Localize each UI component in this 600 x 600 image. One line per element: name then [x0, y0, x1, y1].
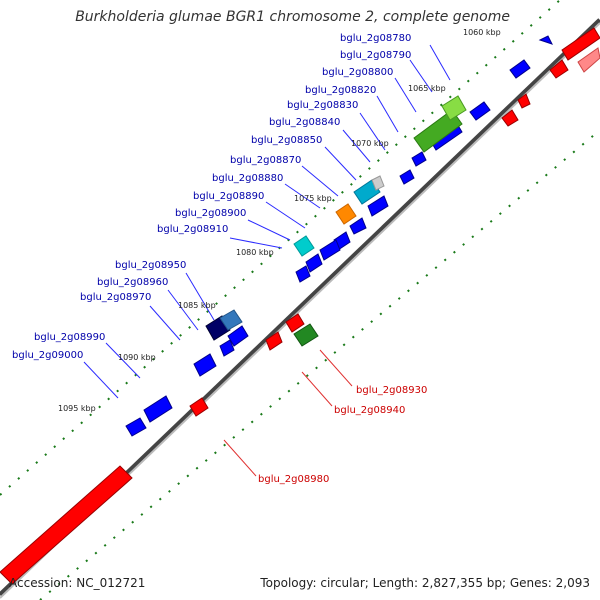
- gene-arrow: [265, 331, 283, 351]
- gene-label: bglu_2g08850: [251, 135, 322, 146]
- gene-arrow: [561, 27, 600, 61]
- gene-label: bglu_2g08930: [356, 385, 427, 396]
- tick-label: 1070 kbp: [351, 139, 389, 148]
- inner-guide-track: [39, 129, 600, 600]
- gene-arrow: [399, 169, 415, 185]
- gene-label: bglu_2g08800: [322, 67, 393, 78]
- gene-label: bglu_2g08990: [34, 332, 105, 343]
- forward-genes: [125, 35, 553, 437]
- gene-arrow: [219, 339, 235, 357]
- gene-label: bglu_2g09000: [12, 350, 83, 361]
- gene-arrow: [143, 395, 173, 423]
- gene-arrow: [411, 151, 427, 167]
- gene-arrow: [319, 239, 341, 261]
- gene-arrow: [285, 313, 305, 333]
- gene-label: bglu_2g08960: [97, 277, 168, 288]
- gene-arrow: [193, 353, 217, 377]
- gene-lightgreen: [441, 95, 467, 121]
- gene-arrow: [469, 101, 491, 121]
- gene-label: bglu_2g08840: [269, 117, 340, 128]
- gene-arrow: [509, 59, 531, 79]
- gene-gray: [371, 175, 385, 191]
- gene-arrow: [549, 59, 569, 79]
- gene-arrow: [295, 265, 311, 283]
- reverse-genes: [0, 27, 600, 585]
- gene-arrow: [367, 195, 389, 217]
- gene-orange: [335, 203, 357, 225]
- gene-label: bglu_2g08940: [334, 405, 405, 416]
- gene-arrow: [501, 109, 519, 127]
- forward-gene-labels: bglu_2g08780 bglu_2g08790 bglu_2g08800 b…: [12, 33, 411, 361]
- gene-label: bglu_2g08880: [212, 173, 283, 184]
- gene-label: bglu_2g08820: [305, 85, 376, 96]
- reverse-leader-lines: [223, 349, 353, 477]
- tick-label: 1080 kbp: [236, 248, 274, 257]
- tick-labels: 1060 kbp 1065 kbp 1070 kbp 1075 kbp 1080…: [58, 28, 501, 413]
- gene-arrow: [0, 465, 133, 585]
- gene-arrow: [538, 35, 553, 45]
- gene-label: bglu_2g08870: [230, 155, 301, 166]
- gene-label: bglu_2g08980: [258, 474, 329, 485]
- gene-arrow: [125, 417, 147, 437]
- reverse-gene-labels: bglu_2g08930 bglu_2g08940 bglu_2g08980: [258, 385, 427, 485]
- tick-label: 1090 kbp: [118, 353, 156, 362]
- gene-arrow: [517, 93, 531, 109]
- forward-leader-lines: [83, 44, 451, 399]
- gene-teal: [353, 179, 381, 205]
- tick-label: 1075 kbp: [294, 194, 332, 203]
- gene-arrow: [305, 253, 323, 273]
- accession-label: Accession: NC_012721: [9, 576, 146, 590]
- gene-label: bglu_2g08830: [287, 100, 358, 111]
- tick-label: 1085 kbp: [178, 301, 216, 310]
- gene-cyan: [293, 235, 315, 257]
- gene-label: bglu_2g08970: [80, 292, 151, 303]
- gene-arrow: [227, 325, 249, 347]
- gene-label: bglu_2g08890: [193, 191, 264, 202]
- gene-darkgreen: [293, 323, 319, 347]
- tick-label: 1065 kbp: [408, 84, 446, 93]
- gene-steelblue: [219, 309, 243, 331]
- gene-arrow: [349, 217, 367, 235]
- map-title: Burkholderia glumae BGR1 chromosome 2, c…: [75, 9, 510, 25]
- gene-label: bglu_2g08790: [340, 50, 411, 61]
- gene-label: bglu_2g08950: [115, 260, 186, 271]
- gene-pink: [577, 47, 600, 73]
- gene-label: bglu_2g08780: [340, 33, 411, 44]
- tick-label: 1095 kbp: [58, 404, 96, 413]
- gene-label: bglu_2g08900: [175, 208, 246, 219]
- gene-label: bglu_2g08910: [157, 224, 228, 235]
- gene-arrow: [189, 397, 209, 417]
- tick-label: 1060 kbp: [463, 28, 501, 37]
- genome-summary: Topology: circular; Length: 2,827,355 bp…: [260, 576, 590, 590]
